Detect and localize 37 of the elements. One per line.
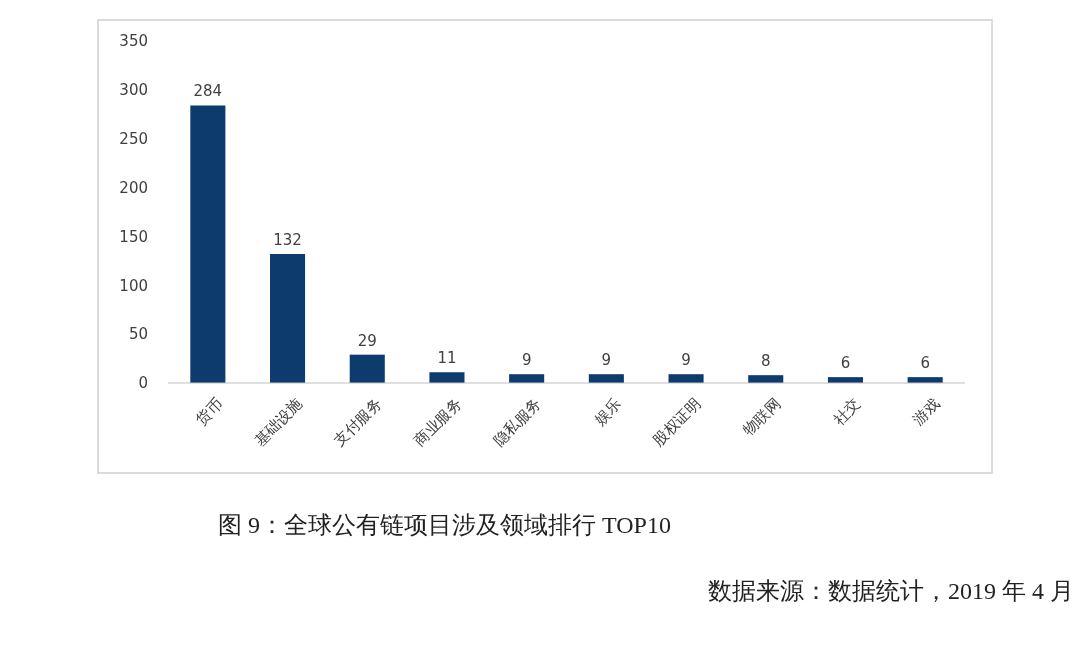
data-label: 9 <box>681 351 691 370</box>
bar <box>668 374 704 383</box>
y-tick-label: 50 <box>128 325 148 344</box>
data-label: 9 <box>521 351 532 370</box>
bar <box>509 374 545 383</box>
data-label: 6 <box>840 354 851 373</box>
x-tick-label: 基础设施 <box>250 394 306 450</box>
x-tick-label: 游戏 <box>909 394 944 429</box>
x-tick-label: 物联网 <box>739 394 784 440</box>
bar <box>270 254 306 383</box>
y-tick-label: 350 <box>119 32 148 51</box>
x-tick-label: 货币 <box>192 394 227 429</box>
data-label: 9 <box>601 351 612 370</box>
x-tick-label: 支付服务 <box>330 394 386 450</box>
data-label: 11 <box>437 349 457 368</box>
y-tick-label: 250 <box>119 129 148 148</box>
source-note: 数据来源：数据统计，2019 年 4 月 <box>708 578 1074 604</box>
data-label: 29 <box>357 331 377 350</box>
bar <box>588 374 624 383</box>
bar <box>349 354 385 383</box>
data-label: 284 <box>193 82 223 101</box>
x-tick-label: 隐私服务 <box>489 394 545 450</box>
x-tick-label: 股权证明 <box>649 394 705 450</box>
y-tick-label: 150 <box>119 227 148 246</box>
data-label: 8 <box>760 352 771 371</box>
data-label: 132 <box>273 231 302 250</box>
y-tick-label: 300 <box>119 81 148 100</box>
y-tick-label: 0 <box>138 374 148 393</box>
x-tick-label: 社交 <box>829 394 864 429</box>
text: 图 9：全球公有链项目涉及领域排行 TOP10 <box>218 512 671 538</box>
y-tick-label: 100 <box>119 276 148 295</box>
x-tick-label: 商业服务 <box>410 394 466 450</box>
y-tick-label: 200 <box>119 178 148 197</box>
bar <box>429 372 465 383</box>
x-tick-label: 娱乐 <box>590 394 625 429</box>
data-label: 6 <box>920 354 930 373</box>
bar <box>190 105 226 383</box>
